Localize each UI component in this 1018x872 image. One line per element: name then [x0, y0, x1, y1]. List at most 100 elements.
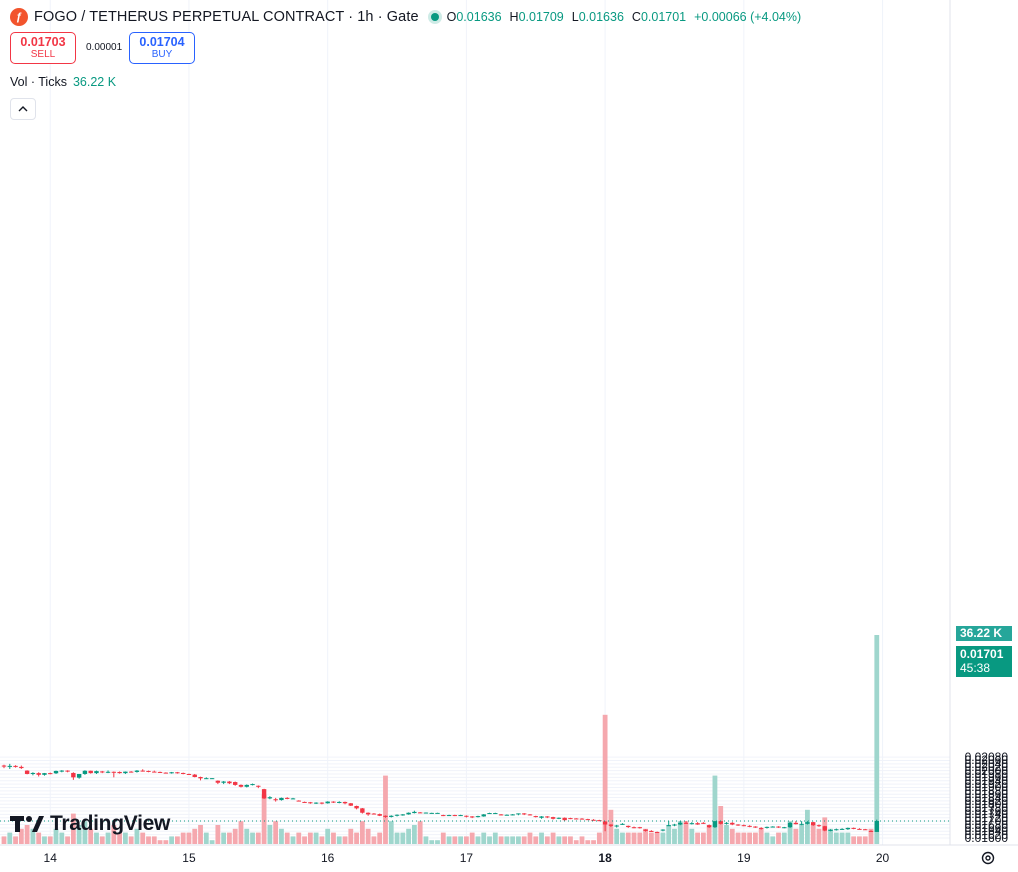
candle-body: [186, 773, 192, 775]
volume-bar: [602, 714, 608, 844]
price-tick-label: 0.01720: [964, 810, 1008, 825]
volume-bar: [169, 836, 175, 844]
volume-bar: [544, 836, 550, 844]
volume-bar: [845, 832, 851, 844]
tradingview-mark-icon: [10, 816, 44, 832]
candle-body: [793, 822, 799, 825]
volume-bar: [683, 821, 689, 844]
price-tick-label: 0.02040: [964, 756, 1008, 771]
volume-bar: [348, 828, 354, 844]
volume-bar: [625, 832, 631, 844]
chart-legend-header: ƒ FOGO / TETHERUS PERPETUAL CONTRACT · 1…: [10, 6, 801, 28]
volume-bar: [776, 832, 781, 844]
candle-body: [227, 781, 232, 784]
volume-bar: [105, 832, 111, 844]
volume-bar: [874, 635, 880, 844]
volume-bar: [117, 832, 122, 844]
candle-body: [163, 772, 169, 774]
candle-body: [672, 824, 677, 826]
volume-bar: [175, 836, 180, 844]
candle-body: [360, 808, 365, 813]
volume-bar: [591, 840, 596, 844]
volume-bar: [134, 828, 140, 844]
volume-bar: [857, 836, 862, 844]
candle-body: [845, 827, 851, 830]
volume-bar: [440, 832, 446, 844]
volume-bar: [146, 836, 151, 844]
candle-body: [250, 784, 255, 786]
volume-bar: [209, 840, 215, 844]
volume-bar: [810, 825, 816, 844]
candle-body: [874, 820, 879, 832]
candle-body: [741, 825, 747, 827]
price-tick-label: 0.01780: [964, 800, 1008, 815]
volume-bar: [579, 836, 585, 844]
volume-bar: [203, 832, 209, 844]
price-tick-label: 0.01760: [964, 804, 1008, 819]
symbol-title[interactable]: FOGO / TETHERUS PERPETUAL CONTRACT · 1h …: [34, 9, 419, 25]
candle-body: [522, 813, 527, 815]
collapse-legend-button[interactable]: [10, 98, 36, 120]
volume-bar: [452, 836, 458, 844]
candle-body: [354, 805, 359, 809]
candle-body: [608, 824, 614, 826]
volume-bar: [400, 832, 406, 844]
price-tick-label: 0.01640: [964, 824, 1008, 839]
volume-bar: [76, 825, 82, 844]
candle-body: [579, 818, 585, 820]
market-status-dot[interactable]: [430, 13, 439, 21]
volume-bar: [464, 836, 469, 844]
candle-body: [730, 822, 735, 825]
candle-body: [689, 823, 695, 825]
volume-bar: [377, 832, 383, 844]
spread-value: 0.00001: [86, 42, 123, 53]
candle-body: [215, 780, 221, 783]
buy-button[interactable]: 0.01704 BUY: [129, 32, 195, 64]
volume-bar: [331, 832, 336, 844]
candle-body: [533, 816, 538, 818]
volume-bar: [88, 828, 94, 844]
candle-body: [169, 772, 174, 774]
volume-bar: [510, 836, 516, 844]
volume-bar: [99, 836, 105, 844]
candle-body: [614, 825, 619, 827]
volume-bar: [487, 836, 492, 844]
candle-body: [585, 819, 590, 821]
volume-legend[interactable]: Vol · Ticks 36.22 K: [10, 75, 116, 89]
candle-body: [302, 801, 307, 803]
candle-body: [377, 814, 382, 816]
price-tick-label: 0.01660: [964, 820, 1008, 835]
volume-bar: [735, 832, 741, 844]
tradingview-logo[interactable]: TradingView: [10, 810, 170, 838]
sell-button[interactable]: 0.01703 SELL: [10, 32, 76, 64]
volume-bar: [747, 832, 753, 844]
price-tick-label: 0.02020: [964, 760, 1008, 775]
price-tick-label: 0.01860: [964, 787, 1008, 802]
candle-body: [834, 829, 839, 831]
candle-body: [365, 812, 371, 815]
candle-body: [82, 770, 88, 774]
volume-bar: [53, 828, 59, 844]
volume-bar: [122, 832, 128, 844]
candle-body: [24, 770, 30, 774]
volume-legend-label: Vol · Ticks: [10, 75, 67, 89]
open-readout: O0.01636: [446, 10, 502, 24]
candle-body: [764, 826, 770, 828]
volume-bar: [458, 836, 464, 844]
buy-price: 0.01704: [139, 35, 185, 49]
candle-body: [787, 822, 793, 828]
volume-bar: [371, 836, 377, 844]
volume-bar: [359, 821, 365, 844]
time-tick-label: 16: [320, 851, 335, 865]
volume-bar: [140, 832, 146, 844]
volume-bar: [718, 806, 724, 844]
candle-body: [313, 802, 319, 804]
price-tick-label: 0.01680: [964, 817, 1008, 832]
gear-icon[interactable]: [980, 850, 996, 866]
candle-body: [683, 822, 689, 824]
candle-body: [59, 770, 64, 772]
volume-bar: [30, 828, 36, 844]
candle-body: [631, 827, 637, 829]
volume-bar: [313, 832, 319, 844]
